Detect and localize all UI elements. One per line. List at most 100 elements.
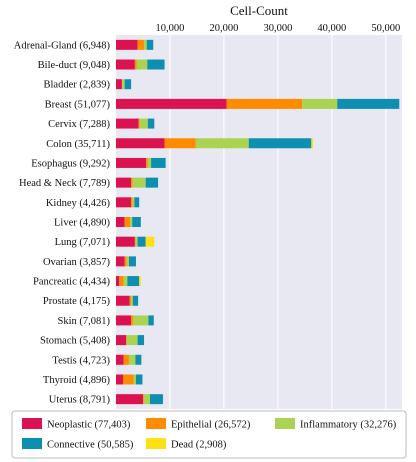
bar-segment bbox=[116, 118, 139, 129]
bar-segment bbox=[116, 256, 125, 267]
bar-segment bbox=[130, 217, 133, 227]
category-label: Cervix (7,288) bbox=[48, 119, 110, 130]
bar-segment bbox=[145, 177, 159, 188]
bar-segment bbox=[138, 118, 140, 129]
category-label: Ovarian (3,857) bbox=[43, 257, 111, 268]
bar-segment bbox=[116, 157, 147, 168]
bar-segment bbox=[116, 197, 132, 208]
category-label: Head & Neck (7,789) bbox=[19, 178, 110, 189]
bar-segment bbox=[132, 295, 139, 306]
bar-segment bbox=[137, 335, 145, 346]
x-tick-label: 50,000 bbox=[371, 23, 400, 34]
category-label: Adrenal-Gland (6,948) bbox=[14, 40, 111, 51]
bar-segment bbox=[124, 256, 127, 267]
legend-label: Neoplastic (77,403) bbox=[47, 420, 131, 431]
bar-segment bbox=[116, 295, 130, 306]
bar-segment bbox=[147, 59, 165, 70]
category-label: Esophagus (9,292) bbox=[31, 158, 110, 169]
x-axis-title: Cell-Count bbox=[230, 3, 288, 18]
category-label: Prostate (4,175) bbox=[43, 296, 111, 307]
bar-segment bbox=[132, 217, 141, 227]
category-label: Breast (51,077) bbox=[45, 99, 111, 110]
bar-segment bbox=[133, 315, 149, 326]
bar-segment bbox=[132, 197, 135, 208]
bar-segment bbox=[123, 354, 129, 365]
x-tick-label: 20,000 bbox=[209, 23, 238, 34]
legend-swatch bbox=[275, 418, 295, 429]
x-tick-label: 40,000 bbox=[317, 23, 346, 34]
bar-segment bbox=[132, 177, 146, 188]
plot-area bbox=[116, 35, 402, 409]
bar-segment bbox=[135, 354, 142, 365]
bars bbox=[116, 39, 400, 405]
bar-segment bbox=[164, 138, 196, 149]
category-label: Uterus (8,791) bbox=[49, 395, 111, 406]
category-label: Colon (35,711) bbox=[46, 139, 110, 150]
x-ticks: 10,000 20,000 30,000 40,000 50,000 bbox=[156, 23, 401, 34]
bar-segment bbox=[131, 295, 133, 306]
legend-label: Connective (50,585) bbox=[47, 440, 134, 451]
bar-segment bbox=[121, 79, 125, 90]
bar-segment bbox=[131, 177, 133, 188]
bar-segment bbox=[135, 236, 138, 247]
bar-segment bbox=[116, 177, 132, 188]
bar-segment bbox=[119, 276, 124, 287]
bar-segment bbox=[116, 236, 135, 247]
bar-segment bbox=[123, 374, 134, 385]
legend-swatch bbox=[146, 438, 166, 449]
bar-segment bbox=[248, 138, 312, 149]
bar-segment bbox=[137, 236, 146, 247]
bar-segment bbox=[127, 276, 140, 287]
legend-swatch bbox=[22, 418, 42, 429]
legend-label: Inflammatory (32,276) bbox=[300, 420, 397, 431]
bar-segment bbox=[134, 59, 137, 70]
category-label: Pancreatic (4,434) bbox=[33, 277, 110, 288]
bar-segment bbox=[139, 276, 141, 287]
gridlines bbox=[169, 35, 387, 409]
category-label: Thyroid (4,896) bbox=[43, 375, 111, 386]
bar-segment bbox=[145, 236, 155, 247]
bar-segment bbox=[147, 157, 152, 168]
bar-segment bbox=[139, 118, 148, 129]
x-tick-label: 10,000 bbox=[156, 23, 185, 34]
bar-segment bbox=[116, 315, 132, 326]
category-label: Lung (7,071) bbox=[55, 237, 111, 248]
category-label: Stomach (5,408) bbox=[40, 336, 110, 347]
bar-segment bbox=[226, 98, 303, 109]
bar-segment bbox=[123, 276, 128, 287]
bar-segment bbox=[124, 217, 131, 227]
legend-box bbox=[11, 410, 407, 459]
category-labels: Adrenal-Gland (6,948) Bile-duct (9,048) Bl… bbox=[14, 40, 111, 405]
bar-segment bbox=[311, 138, 313, 149]
bar-segment bbox=[116, 335, 127, 346]
bar-segment bbox=[135, 374, 143, 385]
bar-segment bbox=[136, 59, 148, 70]
bar-segment bbox=[124, 79, 132, 90]
bar-segment bbox=[337, 98, 400, 109]
category-label: Kidney (4,426) bbox=[46, 198, 111, 209]
legend-swatch bbox=[22, 438, 42, 449]
bar-segment bbox=[146, 39, 154, 50]
bar-segment bbox=[302, 98, 338, 109]
x-tick-label: 30,000 bbox=[263, 23, 292, 34]
category-label: Bladder (2,839) bbox=[44, 80, 111, 91]
category-label: Bile-duct (9,048) bbox=[38, 60, 111, 71]
bar-segment bbox=[147, 118, 155, 129]
bar-segment bbox=[133, 374, 136, 385]
bar-segment bbox=[131, 315, 134, 326]
category-label: Testis (4,723) bbox=[52, 355, 110, 366]
bar-segment bbox=[134, 197, 140, 208]
bar-segment bbox=[126, 256, 129, 267]
bar-segment bbox=[149, 394, 163, 405]
bar-segment bbox=[134, 236, 136, 247]
category-label: Liver (4,890) bbox=[54, 218, 110, 229]
bar-segment bbox=[116, 138, 165, 149]
bar-segment bbox=[126, 335, 127, 346]
bar-segment bbox=[146, 157, 148, 168]
bar-segment bbox=[195, 138, 249, 149]
bar-segment bbox=[128, 354, 136, 365]
bar-segment bbox=[142, 394, 144, 405]
bar-segment bbox=[143, 394, 150, 405]
legend: Neoplastic (77,403) Epithelial (26,572) In… bbox=[22, 418, 397, 451]
